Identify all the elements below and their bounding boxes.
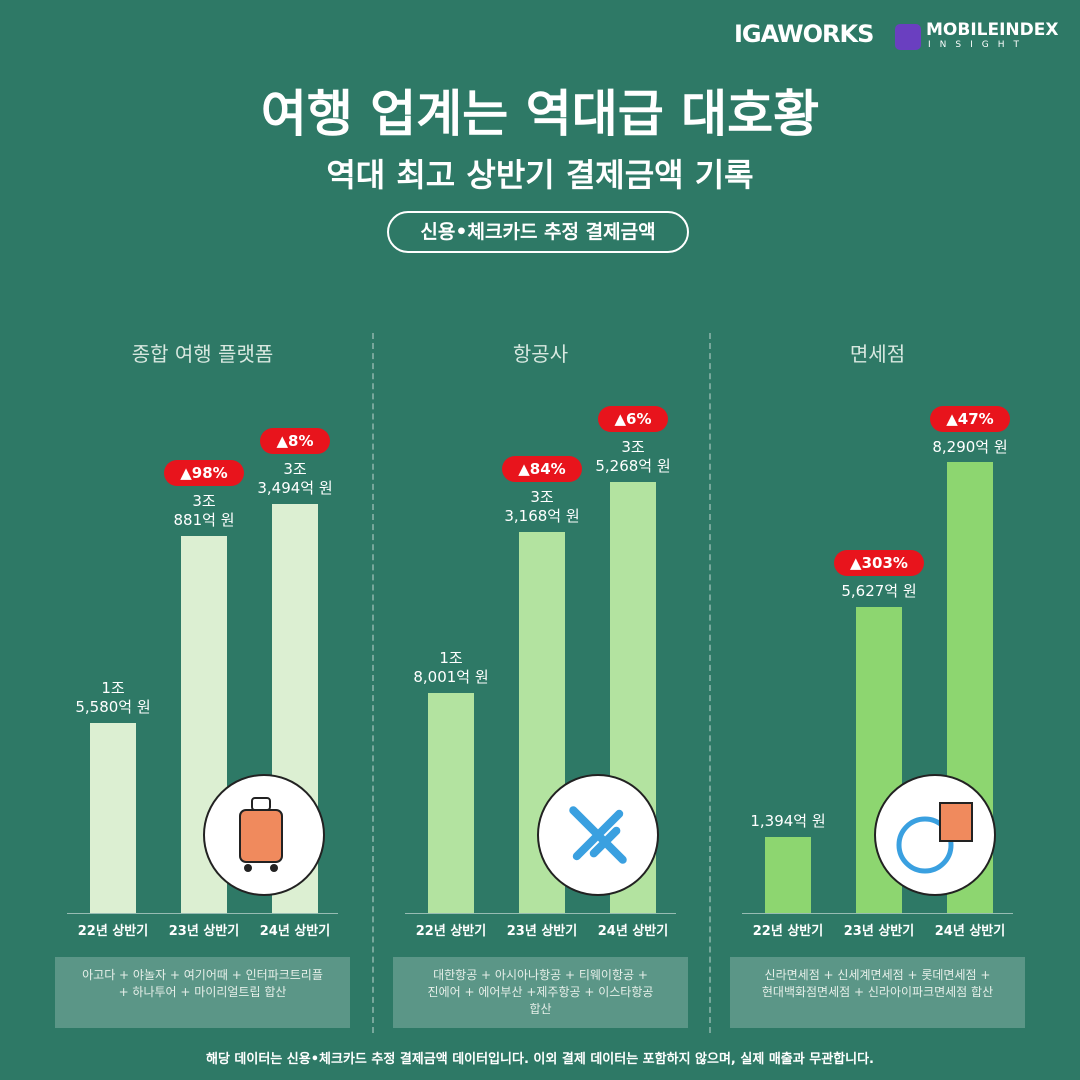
value-label: 3조 3,168억 원 [504,488,580,526]
brand: IGAWORKS [734,20,874,48]
luggage-icon [203,774,325,896]
plane-icon [537,774,659,896]
partner-sub: INSIGHT [928,40,1028,50]
change-badge: ▲84% [502,456,582,483]
x-tick-label: 22년 상반기 [752,924,824,939]
bar [90,722,136,913]
partner-logo [895,24,921,50]
label-group: ▲303% 5,627억 원 [809,550,949,607]
label-group: 1조 5,580억 원 [43,679,183,723]
value-label: 8,290억 원 [932,437,1008,456]
value-label: 3조 881억 원 [173,491,235,529]
label-group: ▲47% 8,290억 원 [900,405,1040,463]
change-badge: ▲98% [164,459,244,486]
value-label: 1조 5,580억 원 [75,678,151,716]
bar [428,693,474,913]
note: 아고다 + 야놀자 + 여기어때 + 인터파크트리플 + 하나투어 + 마이리얼… [55,957,350,1028]
partner: MOBILEINDEX [926,20,1059,40]
chart-title: 항공사 [512,342,569,366]
baseline [67,913,338,914]
x-tick-label: 23년 상반기 [843,924,915,939]
divider [709,333,711,1033]
bar [765,837,811,913]
change-badge: ▲6% [598,406,668,433]
x-tick-label: 24년 상반기 [259,924,331,939]
x-tick-label: 22년 상반기 [77,924,149,939]
value-label: 5,627억 원 [841,582,917,601]
badge: 신용•체크카드 추정 결제금액 [387,211,689,253]
value-label: 1조 8,001억 원 [413,649,489,687]
change-badge: ▲303% [834,550,924,577]
note: 대한항공 + 아시아나항공 + 티웨이항공 + 진에어 + 에어부산 +제주항공… [393,957,688,1028]
baseline [742,913,1013,914]
value-label: 3조 5,268억 원 [595,438,671,476]
globe-icon [874,774,996,896]
value-label: 1,394억 원 [750,812,826,831]
label-group: ▲8% 3조 3,494억 원 [225,427,365,504]
label-group: 1조 8,001억 원 [381,649,521,693]
x-tick-label: 24년 상반기 [934,924,1006,939]
subtitle: 역대 최고 상반기 결제금액 기록 [326,156,754,194]
footer: 해당 데이터는 신용•체크카드 추정 결제금액 데이터입니다. 이외 결제 데이… [205,1052,874,1067]
chart-title: 종합 여행 플랫폼 [131,342,274,366]
divider [372,333,374,1033]
label-group: ▲98% 3조 881억 원 [134,459,274,536]
title: 여행 업계는 역대급 대호황 [260,85,820,143]
x-tick-label: 22년 상반기 [415,924,487,939]
label-group: 1,394억 원 [718,812,858,837]
x-tick-label: 24년 상반기 [597,924,669,939]
change-badge: ▲47% [930,405,1010,432]
label-group: ▲84% 3조 3,168억 원 [472,456,612,532]
chart-title: 면세점 [849,342,906,366]
baseline [405,913,676,914]
label-group: ▲6% 3조 5,268억 원 [563,406,703,482]
value-label: 3조 3,494억 원 [257,459,333,497]
note: 신라면세점 + 신세계면세점 + 롯데면세점 + 현대백화점면세점 + 신라아이… [730,957,1025,1028]
change-badge: ▲8% [260,427,330,454]
x-tick-label: 23년 상반기 [168,924,240,939]
x-tick-label: 23년 상반기 [506,924,578,939]
